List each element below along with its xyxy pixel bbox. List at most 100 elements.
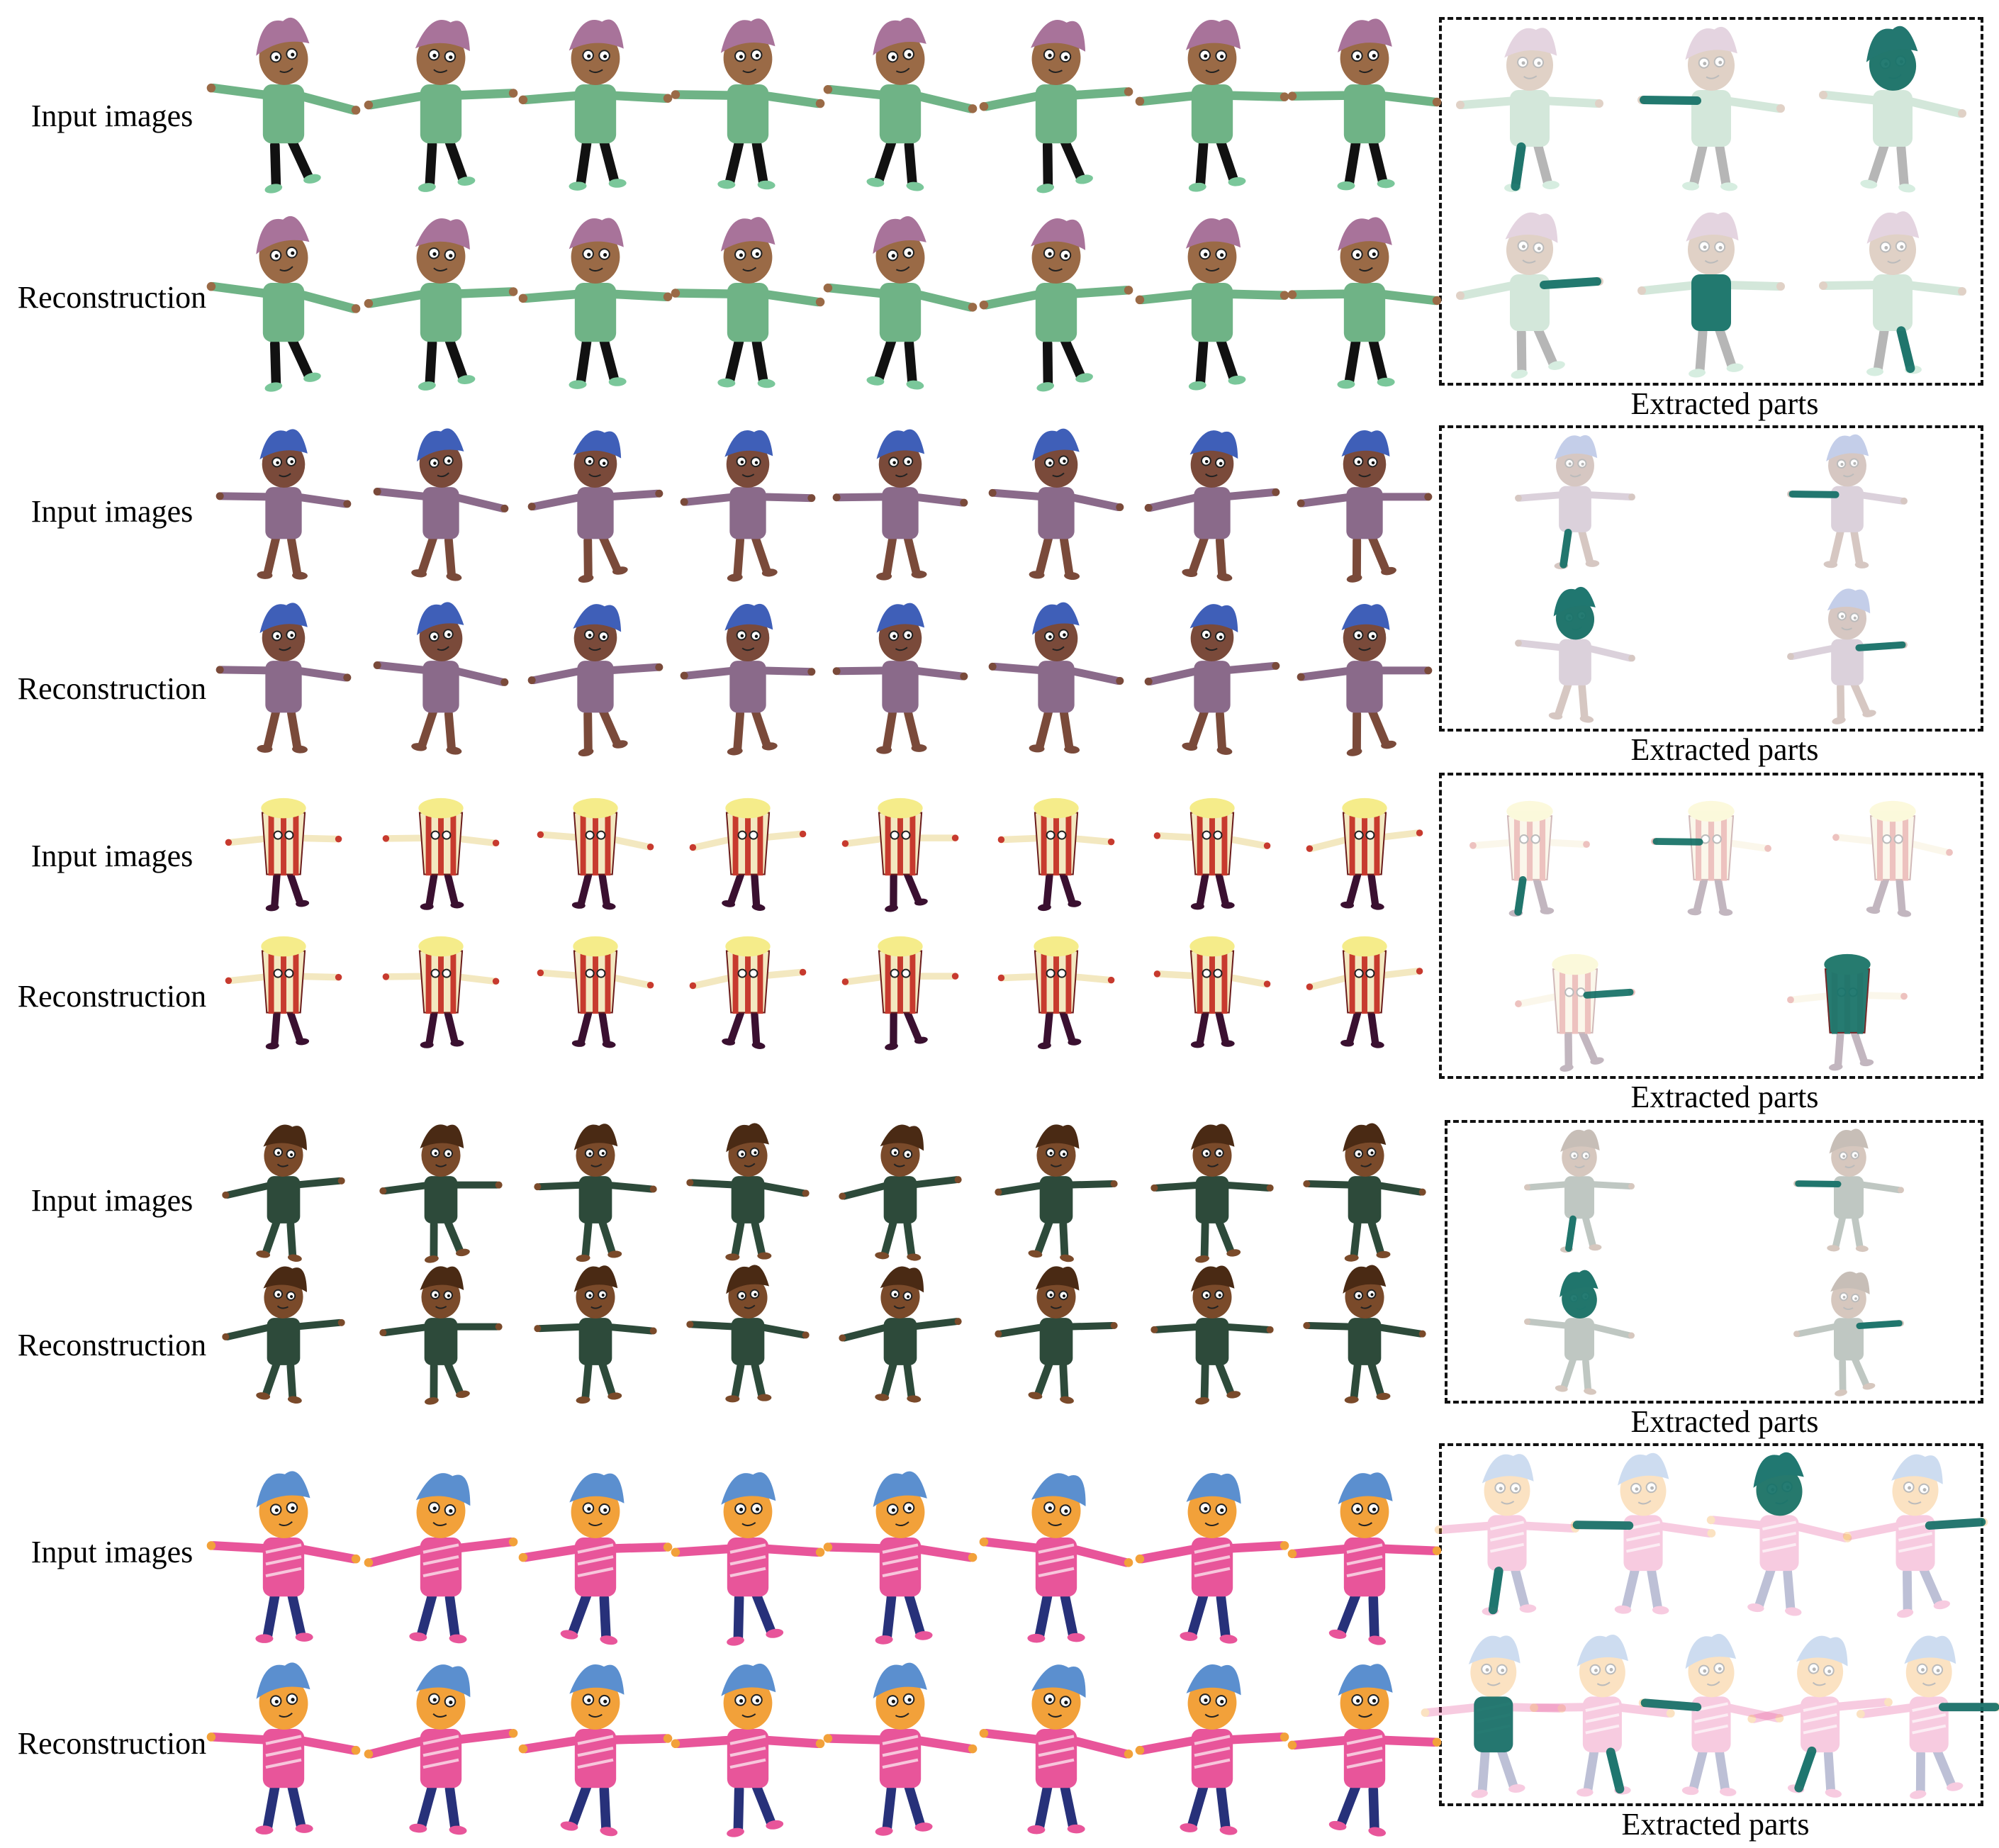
part-highlight xyxy=(1514,875,1527,916)
arm-right xyxy=(1900,838,1952,856)
face xyxy=(416,230,466,284)
shoe-right xyxy=(914,1822,933,1832)
pupil xyxy=(754,1293,757,1297)
arm-left xyxy=(825,284,890,298)
hand-right xyxy=(1424,666,1433,675)
arm-left xyxy=(673,1735,738,1749)
hand-right xyxy=(1432,1546,1442,1555)
pupil xyxy=(588,1294,592,1297)
part-highlight xyxy=(1788,491,1840,498)
eye xyxy=(1849,458,1859,468)
leg-left xyxy=(1034,1218,1053,1258)
face xyxy=(571,230,620,284)
torso xyxy=(1191,1728,1233,1788)
legs xyxy=(1835,1355,1876,1396)
hand-left xyxy=(527,676,536,685)
shoe-left xyxy=(1344,1254,1359,1262)
arm-right xyxy=(1540,277,1601,289)
shoe-right xyxy=(1590,1057,1604,1065)
shoe-left xyxy=(722,900,736,907)
mouth xyxy=(895,67,910,73)
arms xyxy=(671,1544,825,1557)
box-stripe xyxy=(1720,817,1728,881)
hair xyxy=(1341,430,1390,457)
hair xyxy=(726,1123,770,1153)
head xyxy=(256,1471,310,1538)
eye xyxy=(1202,968,1211,978)
hand-right xyxy=(1110,1322,1118,1329)
legs xyxy=(578,707,628,757)
shoe-left xyxy=(1511,369,1528,379)
reconstruction-image xyxy=(1303,1265,1426,1404)
leg-right xyxy=(599,1593,611,1643)
arms xyxy=(839,1318,962,1342)
pupil xyxy=(1064,1701,1068,1705)
shirt-stripe xyxy=(422,1543,459,1554)
leg-left xyxy=(430,1221,438,1262)
hand-right xyxy=(1595,99,1603,108)
hand-left xyxy=(1456,101,1465,109)
face xyxy=(1831,1280,1866,1318)
torso xyxy=(1039,1318,1073,1365)
eye xyxy=(749,968,758,978)
extracted-part xyxy=(1469,800,1590,917)
popcorn-box xyxy=(1869,815,1916,880)
head xyxy=(1504,27,1557,91)
extracted-part xyxy=(1787,588,1908,724)
hair xyxy=(720,18,775,53)
mouth xyxy=(1204,646,1218,651)
head xyxy=(873,1662,927,1730)
arms xyxy=(1287,91,1442,107)
arm-left xyxy=(1146,666,1204,685)
leg-left xyxy=(425,338,437,389)
torso xyxy=(1623,1515,1663,1572)
pupil xyxy=(1842,1296,1846,1299)
eye xyxy=(1517,56,1529,68)
shirt-stripe xyxy=(729,1758,766,1769)
box-stripe xyxy=(1374,952,1380,1014)
pupil xyxy=(1521,61,1525,65)
hair xyxy=(416,428,464,462)
arm-left xyxy=(208,83,274,100)
arm-right xyxy=(603,1323,656,1335)
box-stripe xyxy=(745,952,751,1014)
shoe-left xyxy=(578,574,594,583)
hand-left xyxy=(1524,1318,1530,1325)
hand-left xyxy=(373,488,381,495)
shirt-stripe xyxy=(1194,1747,1231,1757)
pupil xyxy=(588,1152,592,1155)
arms xyxy=(671,90,825,108)
hand-right xyxy=(351,1554,361,1564)
leg-left xyxy=(1839,1358,1847,1395)
hand-right xyxy=(1107,838,1115,846)
hand-right xyxy=(1776,104,1785,113)
hair xyxy=(1826,434,1869,461)
shoe-left xyxy=(885,1043,898,1051)
hand-left xyxy=(364,100,374,110)
leg-right xyxy=(599,337,620,386)
shoe-right xyxy=(1370,903,1384,910)
legs xyxy=(1182,533,1233,581)
shoe-left xyxy=(875,1394,890,1401)
arm-left xyxy=(1795,1323,1842,1338)
pupil xyxy=(1204,1698,1208,1703)
reconstruction-image xyxy=(225,936,342,1050)
leg-left xyxy=(882,534,897,580)
hand-right xyxy=(1628,1332,1635,1339)
torso xyxy=(574,282,617,342)
eye xyxy=(1714,241,1726,253)
row-label-input-2: Input images xyxy=(30,494,194,529)
input-images-row xyxy=(225,797,1423,912)
shoe-left xyxy=(1027,1825,1046,1835)
shoe-left xyxy=(560,1821,578,1831)
box-stripe xyxy=(1857,970,1864,1034)
arm-right xyxy=(293,1544,359,1564)
torso xyxy=(424,1318,458,1365)
arms xyxy=(206,1732,361,1755)
arm-right xyxy=(291,1177,344,1189)
leg-right xyxy=(286,870,304,907)
input-image xyxy=(364,1473,518,1644)
legs xyxy=(1896,326,1915,374)
shirt-stripe xyxy=(577,1567,614,1578)
eye xyxy=(442,830,452,840)
